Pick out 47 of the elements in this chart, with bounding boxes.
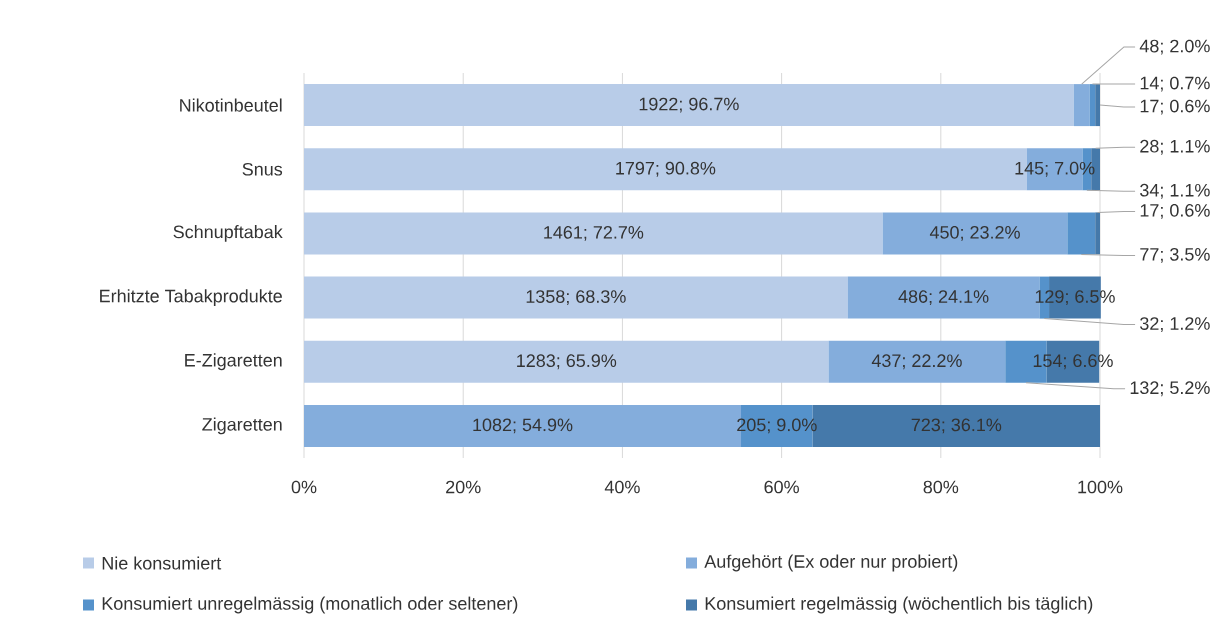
legend-label: Nie konsumiert — [102, 556, 222, 570]
data-label: 450; 23.2% — [929, 225, 1020, 241]
legend-label: Aufgehört (Ex oder nur probiert) — [704, 554, 958, 572]
data-label: 1283; 65.9% — [517, 354, 617, 370]
data-label: 48; 2.0% — [1139, 39, 1210, 55]
y-tick-label: Schnupftabak — [173, 225, 283, 242]
data-label: 1358; 68.3% — [526, 290, 626, 306]
y-tick-label: E-Zigaretten — [185, 353, 282, 371]
bar — [1067, 212, 1096, 255]
data-label: 437; 22.2% — [871, 354, 962, 370]
bar — [304, 276, 848, 319]
x-tick-label: 60% — [764, 480, 799, 494]
bar — [304, 340, 829, 383]
bar — [828, 340, 1006, 383]
y-tick-label: Erhitzte Tabakprodukte — [100, 289, 282, 306]
data-label: 17; 0.6% — [1140, 203, 1210, 219]
data-label: 17; 0.6% — [1140, 99, 1210, 115]
data-label: 14; 0.7% — [1140, 76, 1210, 92]
x-tick-label: 0% — [291, 480, 317, 494]
legend-label: Konsumiert unregelmässig (monatlich oder seltener) — [102, 596, 518, 614]
data-label: 723; 36.1% — [911, 418, 1002, 434]
data-label: 1797; 90.8% — [616, 161, 716, 177]
data-label: 205; 9.0% — [737, 418, 817, 434]
data-label: 1461; 72.7% — [544, 225, 644, 241]
x-tick-label: 80% — [923, 480, 959, 494]
bar — [1095, 84, 1101, 127]
data-label: 34; 1.1% — [1140, 183, 1210, 199]
data-label: 32; 1.2% — [1140, 317, 1210, 333]
bar — [1095, 212, 1101, 255]
bar — [882, 212, 1068, 255]
x-tick-label: 100% — [1078, 480, 1123, 494]
legend-label: Konsumiert regelmässig (wöchentlich bis täglich) — [705, 596, 1093, 614]
data-label: 486; 24.1% — [898, 290, 989, 306]
data-label: 132; 5.2% — [1130, 381, 1210, 397]
bar — [304, 84, 1074, 127]
bar — [1073, 84, 1090, 127]
bar — [304, 212, 883, 255]
data-label: 1082; 54.9% — [473, 418, 573, 434]
data-label: 28; 1.1% — [1140, 139, 1210, 155]
y-tick-label: Snus — [242, 162, 283, 176]
x-tick-label: 20% — [446, 480, 481, 494]
data-label: 1922; 96.7% — [639, 97, 739, 113]
data-label: 77; 3.5% — [1140, 247, 1210, 263]
y-tick-label: Zigaretten — [202, 417, 282, 435]
y-tick-label: Nikotinbeutel — [180, 98, 282, 112]
x-tick-label: 40% — [604, 480, 640, 494]
data-label: 145; 7.0% — [1015, 161, 1095, 177]
